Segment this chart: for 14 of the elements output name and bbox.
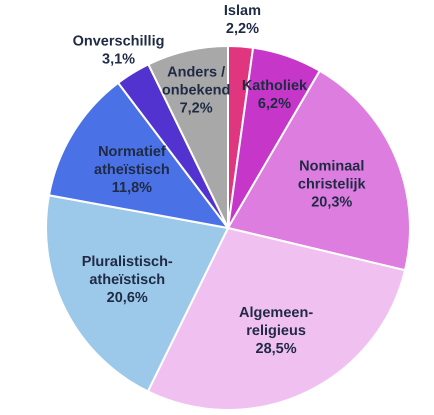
data-label: 11,8%	[112, 180, 152, 196]
data-label: 6,2%	[258, 96, 292, 112]
slice-label: Algemeen-religieus	[239, 305, 314, 340]
data-label: 2,2%	[226, 21, 260, 38]
data-label: 20,3%	[311, 194, 352, 211]
slice-label: Nominaal christelijk	[298, 158, 367, 193]
data-label: 7,2%	[180, 100, 213, 117]
data-label: 20,6%	[106, 290, 148, 306]
slice-label: Normatief atheïstisch	[94, 144, 170, 178]
slice-label: Onverschillig	[72, 34, 164, 50]
slice-label: Pluralistisch-atheïstisch	[82, 254, 173, 288]
data-label: 3,1%	[102, 52, 136, 68]
slice-label: Islam	[224, 3, 262, 20]
data-label: 28,5%	[256, 341, 297, 358]
